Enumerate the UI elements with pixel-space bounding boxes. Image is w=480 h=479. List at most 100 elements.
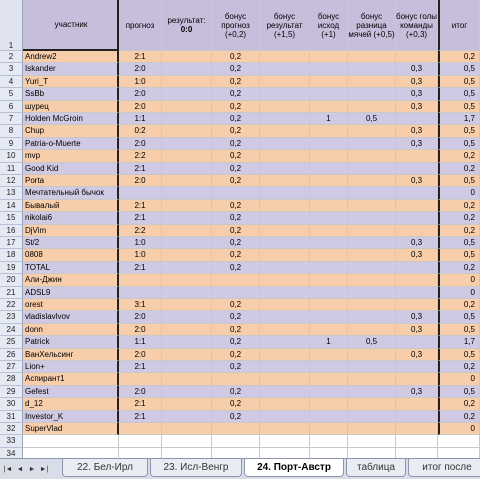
participant-name[interactable]: Patria-o-Muerte — [23, 137, 119, 151]
result-cell[interactable] — [162, 361, 212, 374]
row-number[interactable]: 30 — [0, 398, 23, 411]
bonus-forecast-cell[interactable]: 0,2 — [212, 323, 260, 337]
result-cell[interactable] — [162, 237, 212, 250]
total-cell[interactable]: 0,5 — [438, 125, 480, 138]
bonus-outcome-cell[interactable] — [310, 137, 348, 151]
row-number[interactable]: 32 — [0, 423, 23, 436]
result-cell[interactable] — [162, 100, 212, 113]
total-cell[interactable]: 0,5 — [438, 175, 480, 188]
participant-name[interactable]: Gefest — [23, 385, 119, 399]
forecast-cell[interactable]: 1:1 — [119, 113, 162, 126]
forecast-cell[interactable]: 1:0 — [119, 237, 162, 250]
column-header-name[interactable]: участник — [23, 0, 119, 51]
participant-name[interactable]: orest — [23, 299, 119, 312]
bonus-goals-cell[interactable]: 0,3 — [396, 137, 438, 151]
forecast-cell[interactable]: 2:1 — [119, 361, 162, 374]
forecast-cell[interactable]: 2:1 — [119, 212, 162, 225]
bonus-goals-cell[interactable] — [396, 299, 438, 312]
bonus-result-cell[interactable] — [260, 261, 310, 275]
row-number[interactable]: 2 — [0, 51, 23, 64]
bonus-forecast-cell[interactable]: 0,2 — [212, 175, 260, 188]
row-number[interactable]: 5 — [0, 88, 23, 101]
bonus-result-cell[interactable] — [260, 51, 310, 64]
bonus-outcome-cell[interactable] — [310, 212, 348, 225]
total-cell[interactable]: 0,5 — [438, 137, 480, 151]
bonus-forecast-cell[interactable] — [212, 187, 260, 200]
bonus-diff-cell[interactable] — [348, 261, 396, 275]
bonus-result-cell[interactable] — [260, 224, 310, 237]
bonus-outcome-cell[interactable] — [310, 175, 348, 188]
result-cell[interactable] — [162, 423, 212, 436]
bonus-goals-cell[interactable] — [396, 373, 438, 386]
result-cell[interactable] — [162, 212, 212, 225]
result-cell[interactable] — [162, 75, 212, 89]
tab-itog-posle[interactable]: итог после — [408, 459, 480, 477]
bonus-outcome-cell[interactable] — [310, 361, 348, 374]
participant-name[interactable]: Lion+ — [23, 361, 119, 374]
bonus-forecast-cell[interactable]: 0,2 — [212, 100, 260, 113]
bonus-outcome-cell[interactable] — [310, 398, 348, 411]
participant-name[interactable] — [23, 447, 119, 458]
bonus-diff-cell[interactable] — [348, 249, 396, 262]
row-number[interactable]: 17 — [0, 237, 23, 250]
forecast-cell[interactable]: 1:1 — [119, 336, 162, 349]
bonus-outcome-cell[interactable] — [310, 125, 348, 138]
bonus-goals-cell[interactable] — [396, 435, 438, 448]
total-cell[interactable]: 0,2 — [438, 212, 480, 225]
bonus-goals-cell[interactable] — [396, 286, 438, 299]
tab-bel-irl[interactable]: 22. Бел-Ирл — [62, 459, 148, 477]
bonus-outcome-cell[interactable] — [310, 299, 348, 312]
result-cell[interactable] — [162, 249, 212, 262]
total-cell[interactable]: 0,2 — [438, 398, 480, 411]
total-cell[interactable]: 0,2 — [438, 162, 480, 175]
result-cell[interactable] — [162, 113, 212, 126]
total-cell[interactable]: 1,7 — [438, 336, 480, 349]
total-cell[interactable] — [438, 447, 480, 458]
bonus-forecast-cell[interactable]: 0,2 — [212, 385, 260, 399]
participant-name[interactable]: Andrew2 — [23, 51, 119, 64]
bonus-outcome-cell[interactable] — [310, 63, 348, 76]
bonus-outcome-cell[interactable]: 1 — [310, 113, 348, 126]
bonus-forecast-cell[interactable]: 0,2 — [212, 348, 260, 361]
first-sheet-button[interactable]: |◄ — [3, 466, 13, 473]
bonus-forecast-cell[interactable]: 0,2 — [212, 261, 260, 275]
forecast-cell[interactable] — [119, 274, 162, 287]
forecast-cell[interactable]: 1:0 — [119, 249, 162, 262]
bonus-forecast-cell[interactable] — [212, 447, 260, 458]
bonus-outcome-cell[interactable] — [310, 410, 348, 423]
bonus-outcome-cell[interactable]: 1 — [310, 336, 348, 349]
total-cell[interactable]: 0 — [438, 286, 480, 299]
bonus-outcome-cell[interactable] — [310, 385, 348, 399]
bonus-outcome-cell[interactable] — [310, 75, 348, 89]
bonus-result-cell[interactable] — [260, 274, 310, 287]
row-number[interactable]: 28 — [0, 373, 23, 386]
participant-name[interactable]: Yuri_T — [23, 75, 119, 89]
bonus-goals-cell[interactable] — [396, 150, 438, 163]
bonus-diff-cell[interactable] — [348, 162, 396, 175]
bonus-result-cell[interactable] — [260, 286, 310, 299]
bonus-goals-cell[interactable]: 0,3 — [396, 175, 438, 188]
participant-name[interactable]: vladislavlvov — [23, 311, 119, 324]
bonus-diff-cell[interactable] — [348, 348, 396, 361]
column-header-total[interactable]: итог — [438, 0, 480, 51]
bonus-goals-cell[interactable] — [396, 261, 438, 275]
result-cell[interactable] — [162, 398, 212, 411]
total-cell[interactable]: 0,2 — [438, 361, 480, 374]
bonus-outcome-cell[interactable] — [310, 100, 348, 113]
forecast-cell[interactable]: 2:1 — [119, 261, 162, 275]
result-cell[interactable] — [162, 323, 212, 337]
tab-tablitsa[interactable]: таблица — [346, 459, 406, 477]
bonus-diff-cell[interactable] — [348, 88, 396, 101]
participant-name[interactable]: nikolai6 — [23, 212, 119, 225]
spreadsheet-grid[interactable]: 1 участник прогноз результат: 0:0 бонус … — [0, 0, 480, 458]
row-number[interactable]: 1 — [0, 0, 23, 51]
row-number[interactable]: 11 — [0, 162, 23, 175]
bonus-diff-cell[interactable] — [348, 199, 396, 213]
forecast-cell[interactable]: 2:2 — [119, 224, 162, 237]
result-cell[interactable] — [162, 150, 212, 163]
forecast-cell[interactable]: 2:0 — [119, 88, 162, 101]
row-number[interactable]: 19 — [0, 261, 23, 275]
bonus-forecast-cell[interactable]: 0,2 — [212, 88, 260, 101]
column-header-bonus-diff[interactable]: бонус разница мячей (+0,5) — [348, 0, 396, 51]
bonus-goals-cell[interactable] — [396, 199, 438, 213]
